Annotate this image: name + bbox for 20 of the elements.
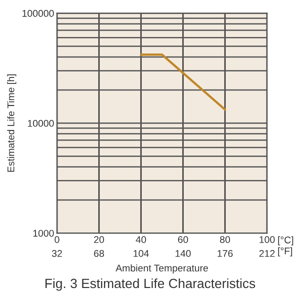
x2-tick-label: 176 — [218, 250, 233, 257]
x2-tick-label: 212 — [259, 250, 275, 257]
x-tick-label: 0 — [54, 236, 60, 244]
text: [°C] — [278, 236, 294, 246]
x-tick-label: 20 — [94, 236, 104, 244]
text: [°F] — [278, 247, 292, 256]
y-tick-label: 10000 — [28, 120, 54, 127]
x-tick-label: 100 — [260, 236, 275, 244]
y-axis-title: Estimated Life Time [h] — [7, 74, 16, 172]
x-tick-label: 80 — [220, 236, 230, 244]
y-tick-label: 100000 — [22, 10, 54, 17]
x2-tick-label: 140 — [176, 250, 191, 257]
x-tick-label: 60 — [178, 236, 188, 244]
x2-tick-label: 104 — [134, 250, 149, 257]
x-axis-title: Ambient Temperature — [116, 264, 208, 274]
text: Fig. 3 Estimated Life Characteristics — [45, 278, 256, 291]
y-tick-label: 1000 — [33, 230, 54, 237]
x-tick-label: 40 — [136, 236, 146, 244]
x2-tick-label: 68 — [94, 250, 104, 257]
x2-tick-label: 32 — [52, 250, 62, 257]
